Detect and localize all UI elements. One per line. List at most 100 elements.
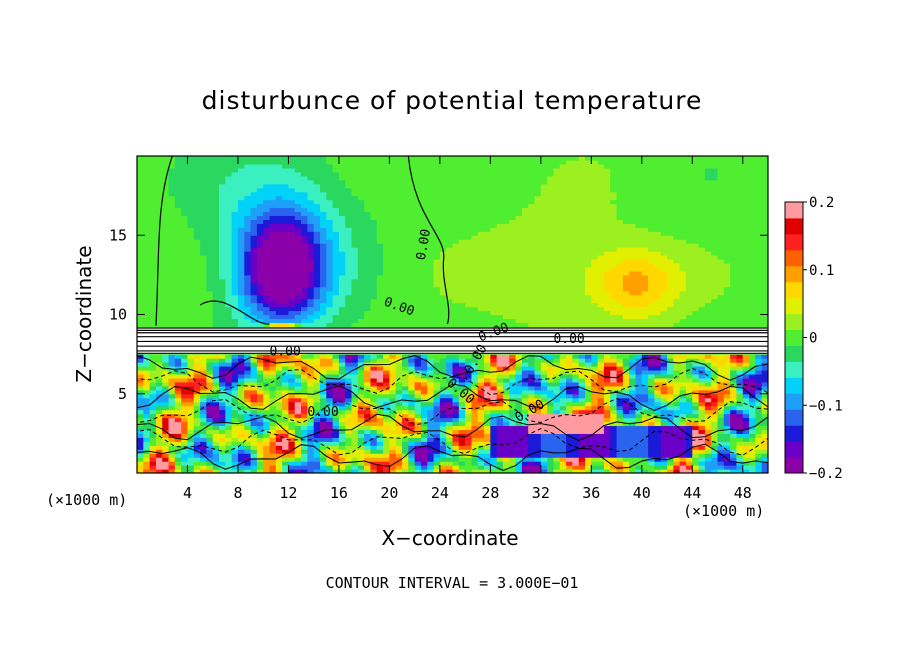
field-cell: [282, 413, 290, 419]
field-cell: [219, 274, 226, 280]
field-cell: [313, 286, 321, 292]
field-cell: [458, 167, 466, 173]
field-cell: [237, 401, 245, 407]
field-cell: [168, 207, 176, 213]
field-cell: [484, 227, 491, 232]
field-cell: [162, 199, 170, 205]
field-cell: [521, 191, 529, 197]
field-cell: [326, 393, 334, 399]
field-cell: [237, 239, 245, 244]
field-cell: [181, 195, 189, 201]
field-cell: [351, 175, 359, 181]
field-cell: [307, 266, 315, 272]
field-cell: [168, 421, 176, 427]
field-cell: [319, 397, 327, 403]
field-cell: [502, 457, 510, 462]
field-cell: [420, 294, 428, 300]
field-cell: [231, 469, 239, 473]
field-cell: [219, 231, 226, 236]
field-cell: [452, 397, 460, 403]
field-cell: [307, 429, 315, 434]
field-cell: [225, 239, 233, 244]
field-cell: [338, 457, 346, 462]
field-cell: [452, 266, 460, 272]
field-cell: [294, 354, 302, 359]
field-cell: [383, 183, 390, 189]
field-cell: [319, 294, 327, 300]
field-cell: [433, 227, 441, 232]
field-cell: [338, 413, 346, 419]
field-cell: [206, 417, 214, 423]
field-cell: [351, 215, 359, 220]
field-cell: [282, 171, 290, 177]
field-cell: [231, 183, 239, 189]
field-cell: [420, 163, 428, 169]
field-cell: [275, 465, 283, 470]
field-cell: [439, 413, 447, 419]
field-cell: [244, 274, 252, 280]
field-cell: [471, 199, 479, 205]
field-cell: [471, 298, 479, 304]
field-cell: [193, 199, 201, 205]
field-cell: [149, 163, 157, 169]
field-cell: [149, 175, 157, 181]
field-cell: [301, 171, 308, 177]
field-cell: [395, 282, 403, 288]
field-cell: [351, 385, 359, 391]
field-cell: [490, 417, 498, 423]
field-cell: [225, 417, 233, 423]
field-cell: [187, 358, 195, 363]
field-cell: [458, 310, 466, 316]
field-cell: [402, 191, 409, 197]
field-cell: [357, 401, 365, 407]
field-cell: [263, 159, 271, 165]
field-cell: [193, 211, 201, 217]
field-cell: [206, 397, 214, 403]
field-cell: [301, 385, 308, 391]
field-cell: [181, 429, 189, 434]
field-cell: [282, 215, 290, 220]
field-cell: [465, 262, 473, 268]
field-cell: [395, 294, 403, 300]
field-cell: [402, 203, 409, 209]
field-cell: [282, 373, 290, 379]
field-cell: [446, 413, 454, 419]
field-cell: [496, 393, 504, 399]
field-cell: [181, 183, 189, 189]
field-cell: [376, 259, 384, 264]
field-cell: [181, 282, 189, 288]
field-cell: [446, 266, 454, 272]
field-cell: [496, 262, 504, 268]
field-cell: [521, 207, 529, 213]
field-cell: [528, 366, 536, 371]
field-cell: [477, 270, 485, 276]
field-cell: [263, 215, 271, 220]
field-cell: [244, 191, 252, 197]
field-cell: [471, 251, 479, 256]
field-cell: [364, 294, 372, 300]
field-cell: [256, 211, 264, 217]
field-cell: [509, 278, 517, 284]
field-cell: [364, 231, 372, 236]
field-cell: [174, 274, 182, 280]
field-cell: [237, 251, 245, 256]
field-cell: [364, 354, 372, 359]
field-cell: [427, 441, 435, 446]
field-cell: [338, 385, 346, 391]
field-cell: [376, 417, 384, 423]
field-cell: [446, 369, 454, 375]
field-cell: [269, 243, 277, 248]
field-cell: [490, 195, 498, 201]
field-cell: [395, 441, 403, 446]
field-cell: [200, 401, 208, 407]
field-cell: [269, 179, 277, 185]
field-cell: [288, 278, 296, 284]
field-cell: [364, 175, 372, 181]
field-cell: [282, 159, 290, 165]
field-cell: [181, 262, 189, 268]
field-cell: [402, 215, 409, 220]
field-cell: [383, 231, 390, 236]
field-cell: [484, 389, 491, 395]
field-cell: [288, 179, 296, 185]
field-cell: [376, 199, 384, 205]
